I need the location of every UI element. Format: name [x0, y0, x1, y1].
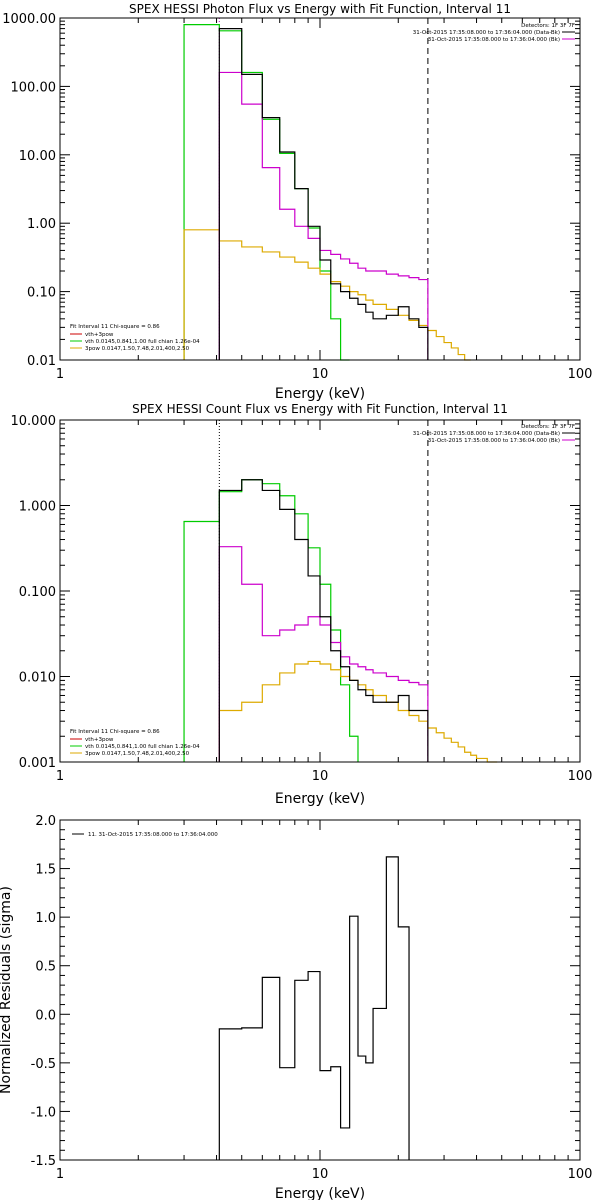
y-tick-label: 1.5 — [35, 863, 56, 878]
count-flux-xlabel: Energy (keV) — [275, 791, 365, 807]
y-tick-label: 1000.00 — [2, 12, 56, 27]
residuals-axes: 1 10 100 -1.5 -1.0 -0.5 0.0 0.5 1.0 1.5 2.0 — [31, 814, 593, 1182]
y-tick-label: 0.5 — [35, 960, 56, 975]
y-tick-label: 1.000 — [19, 500, 56, 515]
x-tick-label: 1 — [56, 769, 64, 784]
series-line-vth — [183, 479, 359, 762]
photon-flux-frame — [59, 17, 581, 361]
y-tick-label: 0.010 — [19, 671, 56, 686]
x-tick-label: 1 — [56, 1167, 64, 1182]
x-tick-label: 100 — [568, 1167, 593, 1182]
legend-vth-3pow: vth+3pow — [85, 332, 114, 338]
photon-flux-panel: SPEX HESSI Photon Flux vs Energy with Fi… — [2, 2, 592, 402]
y-tick-label: -1.5 — [31, 1154, 56, 1169]
y-tick-label: 1.0 — [35, 911, 56, 926]
y-tick-label: 0.0 — [35, 1008, 56, 1023]
legend-fit-interval: Fit Interval 11 Chi-square = 0.86 — [70, 324, 160, 330]
series-line-data-bk — [218, 479, 429, 762]
x-tick-label: 10 — [312, 1167, 329, 1182]
photon-flux-legend-top-right: Detectors: 1F 3F 7F 31-Oct-2015 17:35:08… — [413, 23, 575, 43]
y-tick-label: 10.00 — [19, 149, 56, 164]
y-tick-label: -0.5 — [31, 1057, 56, 1072]
series-line-11-31-oct-2015-17-35-08-000-to-17-36-04-000 — [218, 856, 410, 1160]
series-line-3pow — [183, 229, 471, 361]
photon-flux-title: SPEX HESSI Photon Flux vs Energy with Fi… — [129, 2, 511, 16]
series-line-data-bk — [218, 28, 429, 360]
legend-detectors-2: Detectors: 1F 3F 7F — [521, 424, 575, 430]
y-tick-label: 1.00 — [27, 217, 56, 232]
x-tick-label: 1 — [56, 367, 64, 382]
count-flux-series — [183, 420, 498, 763]
x-tick-label: 10 — [312, 769, 329, 784]
y-tick-label: 2.0 — [35, 814, 56, 829]
residuals-frame — [59, 819, 581, 1161]
x-tick-label: 10 — [312, 367, 329, 382]
photon-flux-series — [183, 18, 471, 361]
legend-detectors: Detectors: 1F 3F 7F — [521, 23, 575, 29]
legend-data-bk-2: 31-Oct-2015 17:35:08.000 to 17:36:04.000… — [413, 431, 560, 437]
y-tick-label: 0.01 — [27, 354, 56, 369]
count-flux-title: SPEX HESSI Count Flux vs Energy with Fit… — [132, 402, 508, 416]
legend-data-bk: 31-Oct-2015 17:35:08.000 to 17:36:04.000… — [413, 30, 560, 36]
x-tick-label: 100 — [568, 769, 593, 784]
legend-vth-params: vth 0.0145,0.841,1.00 full chian 1.26e-0… — [85, 339, 200, 345]
legend-bk-2: 31-Oct-2015 17:35:08.000 to 17:36:04.000… — [428, 438, 560, 444]
legend-vth-params-2: vth 0.0145,0.841,1.00 full chian 1.26e-0… — [85, 744, 200, 750]
y-tick-label: 100.00 — [11, 80, 57, 95]
y-tick-label: 0.001 — [19, 756, 56, 771]
series-line-bk — [218, 546, 429, 762]
count-flux-axes: 1 10 100 0.001 0.010 0.100 1.000 10.000 — [11, 414, 593, 784]
legend-vth-3pow-2: vth+3pow — [85, 737, 114, 743]
residuals-xlabel: Energy (keV) — [275, 1186, 365, 1200]
y-tick-label: 0.100 — [19, 585, 56, 600]
legend-3pow-params-2: 3pow 0.0147,1.50,7.48,2.01,400,2.50 — [85, 751, 190, 757]
count-flux-panel: SPEX HESSI Count Flux vs Energy with Fit… — [11, 402, 593, 807]
residuals-legend: 11. 31-Oct-2015 17:35:08.000 to 17:36:04… — [88, 832, 218, 838]
count-flux-frame — [59, 419, 581, 763]
legend-fit-interval-2: Fit Interval 11 Chi-square = 0.86 — [70, 729, 160, 735]
legend-3pow-params: 3pow 0.0147,1.50,7.48,2.01,400,2.50 — [85, 346, 190, 352]
residuals-series — [218, 856, 410, 1160]
x-tick-label: 100 — [568, 367, 593, 382]
count-flux-legend-top-right: Detectors: 1F 3F 7F 31-Oct-2015 17:35:08… — [413, 424, 575, 444]
series-line-bk — [218, 71, 429, 360]
photon-flux-legend-bottom-left: Fit Interval 11 Chi-square = 0.86 vth+3p… — [70, 324, 200, 352]
residuals-ylabel: Normalized Residuals (sigma) — [0, 886, 14, 1094]
legend-bk: 31-Oct-2015 17:35:08.000 to 17:36:04.000… — [428, 37, 560, 43]
series-line-3pow — [218, 660, 498, 763]
y-tick-label: -1.0 — [31, 1105, 56, 1120]
photon-flux-axes: 1 10 100 0.01 0.10 1.00 10.00 100.00 1000.00 — [2, 12, 592, 382]
count-flux-legend-bottom-left: Fit Interval 11 Chi-square = 0.86 vth+3p… — [70, 729, 200, 757]
y-tick-label: 0.10 — [27, 286, 56, 301]
residuals-panel: 1 10 100 -1.5 -1.0 -0.5 0.0 0.5 1.0 1.5 2.0 Energy… — [0, 814, 592, 1200]
y-tick-label: 10.000 — [11, 414, 57, 429]
photon-flux-xlabel: Energy (keV) — [275, 386, 365, 402]
